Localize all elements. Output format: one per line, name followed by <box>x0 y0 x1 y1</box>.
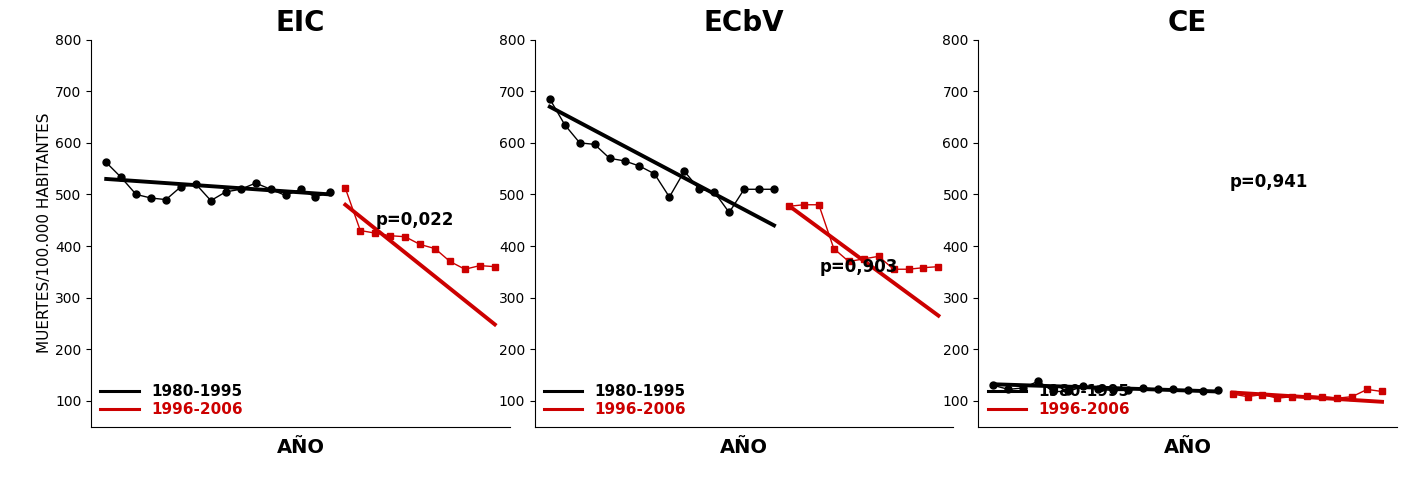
Title: EIC: EIC <box>275 9 326 37</box>
Legend: 1980-1995, 1996-2006: 1980-1995, 1996-2006 <box>538 378 692 424</box>
Title: ECbV: ECbV <box>703 9 785 37</box>
Legend: 1980-1995, 1996-2006: 1980-1995, 1996-2006 <box>94 378 249 424</box>
Title: CE: CE <box>1168 9 1207 37</box>
X-axis label: AÑO: AÑO <box>277 437 324 457</box>
Text: p=0,941: p=0,941 <box>1230 173 1309 190</box>
Text: p=0,022: p=0,022 <box>376 211 455 229</box>
Text: p=0,903: p=0,903 <box>820 258 897 276</box>
Legend: 1980-1995, 1996-2006: 1980-1995, 1996-2006 <box>981 378 1136 424</box>
Y-axis label: MUERTES/100.000 HABITANTES: MUERTES/100.000 HABITANTES <box>38 113 52 353</box>
X-axis label: AÑO: AÑO <box>720 437 768 457</box>
X-axis label: AÑO: AÑO <box>1164 437 1212 457</box>
